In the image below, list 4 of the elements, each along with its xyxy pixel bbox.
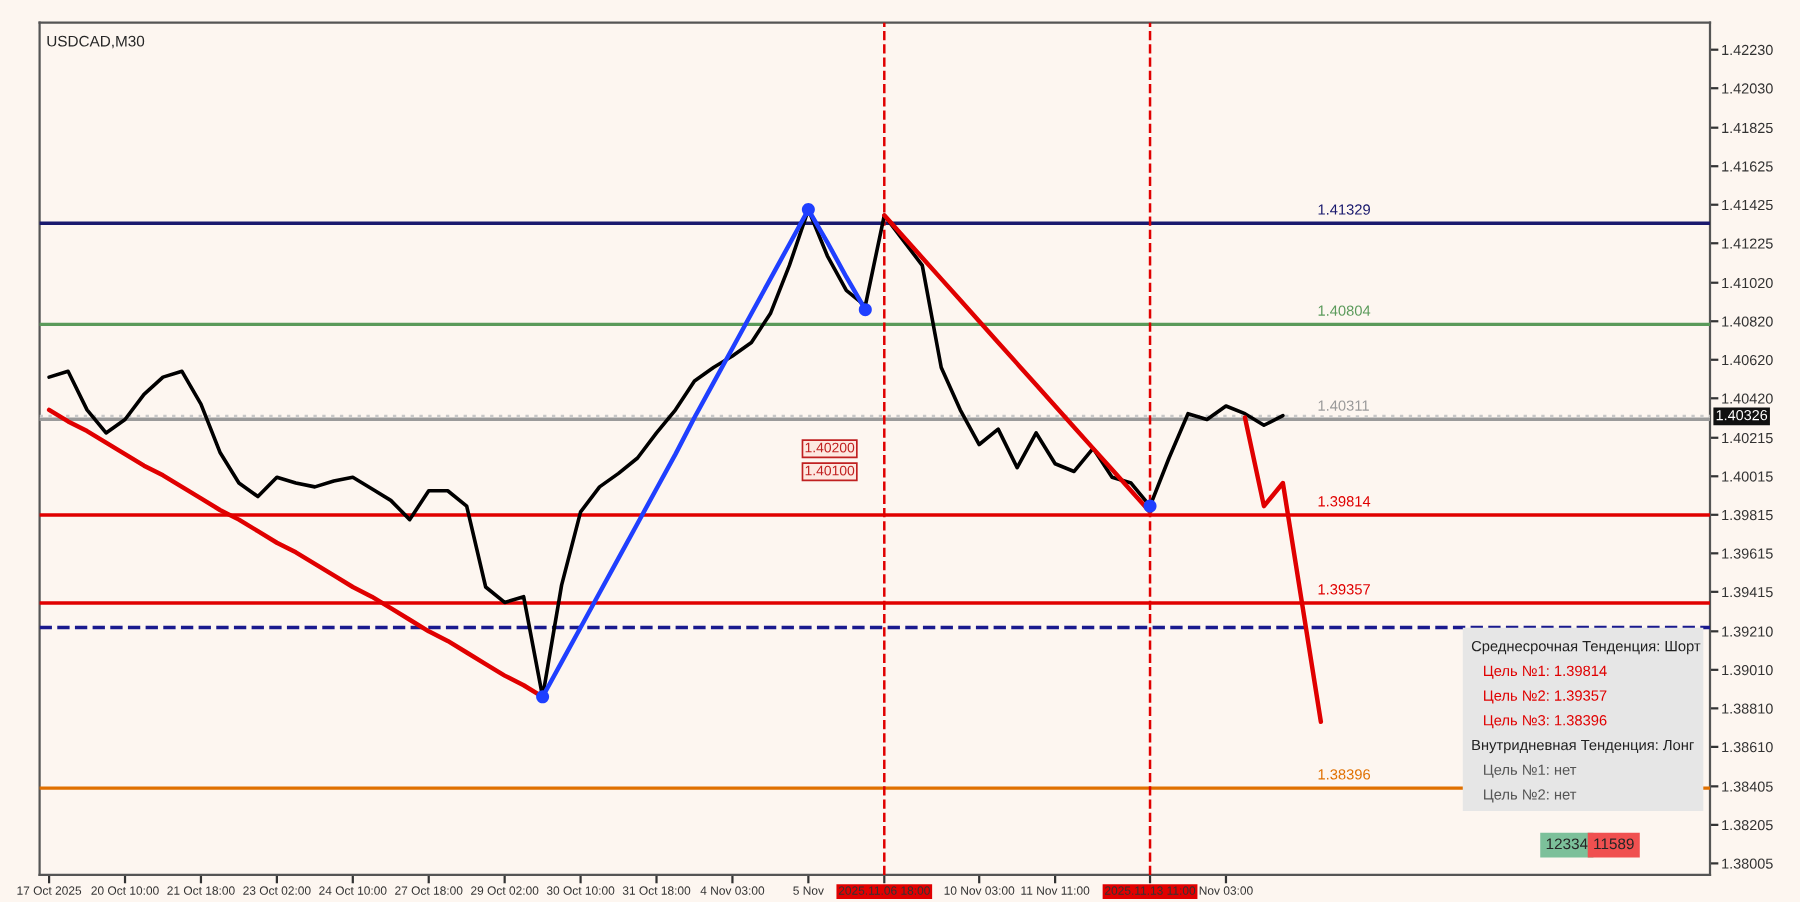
point: [801, 203, 815, 217]
point: [1143, 499, 1157, 513]
point: [536, 690, 550, 704]
point: [858, 303, 872, 317]
